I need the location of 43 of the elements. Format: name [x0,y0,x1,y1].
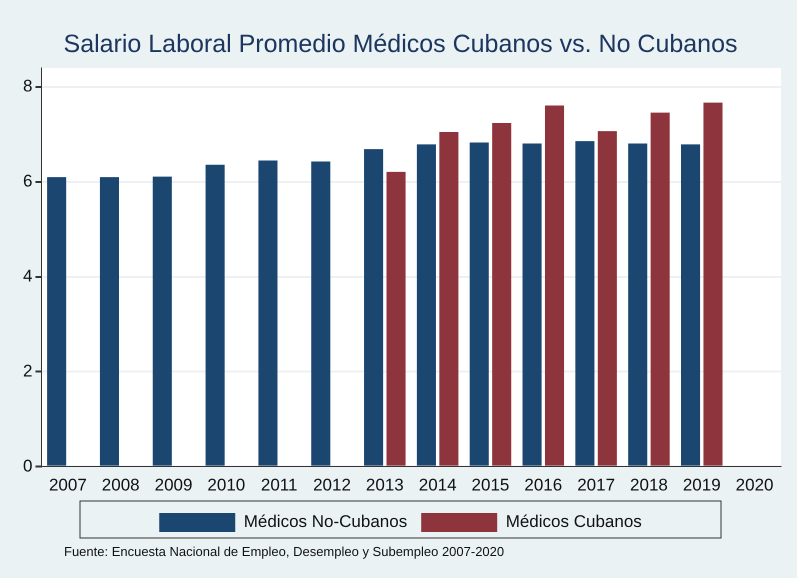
x-tick-label: 2007 [48,475,87,494]
bar [47,177,66,466]
chart-title: Salario Laboral Promedio Médicos Cubanos vs. No Cubanos [64,30,738,58]
bar [650,112,670,466]
legend-label: Médicos No-Cubanos [244,512,408,532]
bar [628,143,648,466]
x-tick-label: 2017 [577,475,616,494]
y-tick-label: 8 [22,76,32,96]
x-tick-label: 2015 [472,475,510,494]
bar [703,102,723,466]
x-tick-label: 2013 [366,475,404,494]
y-tick-label: 0 [22,456,32,476]
bar [152,176,172,466]
bar [575,141,594,466]
bar [680,144,700,466]
x-tick-label: 2009 [154,475,192,494]
y-tick-label: 6 [22,172,32,191]
bar [492,123,512,466]
bar [364,149,384,466]
bar [386,172,406,466]
bar [470,142,489,466]
bar [598,131,617,466]
bar [100,177,120,466]
bar [416,144,436,466]
x-tick-label: 2014 [418,475,457,494]
x-tick-label: 2010 [207,475,246,494]
x-tick-label: 2012 [313,475,351,494]
bar [544,105,564,466]
bar [258,160,278,466]
y-tick-label: 4 [22,266,32,286]
x-tick-label: 2018 [630,475,668,494]
bar [439,132,458,466]
x-tick-label: 2011 [260,475,298,494]
bar [206,164,225,466]
legend-label: Médicos Cubanos [506,512,642,532]
x-tick-label: 2008 [102,475,140,494]
source-note: Fuente: Encuesta Nacional de Empleo, Desempleo y Subempleo 2007-2020 [64,544,504,559]
y-tick-label: 2 [22,361,32,380]
bar [311,161,330,466]
x-tick-label: 2016 [524,475,562,494]
x-tick-label: 2019 [682,475,721,494]
x-tick-label: 2020 [736,475,774,494]
bar [522,143,542,466]
